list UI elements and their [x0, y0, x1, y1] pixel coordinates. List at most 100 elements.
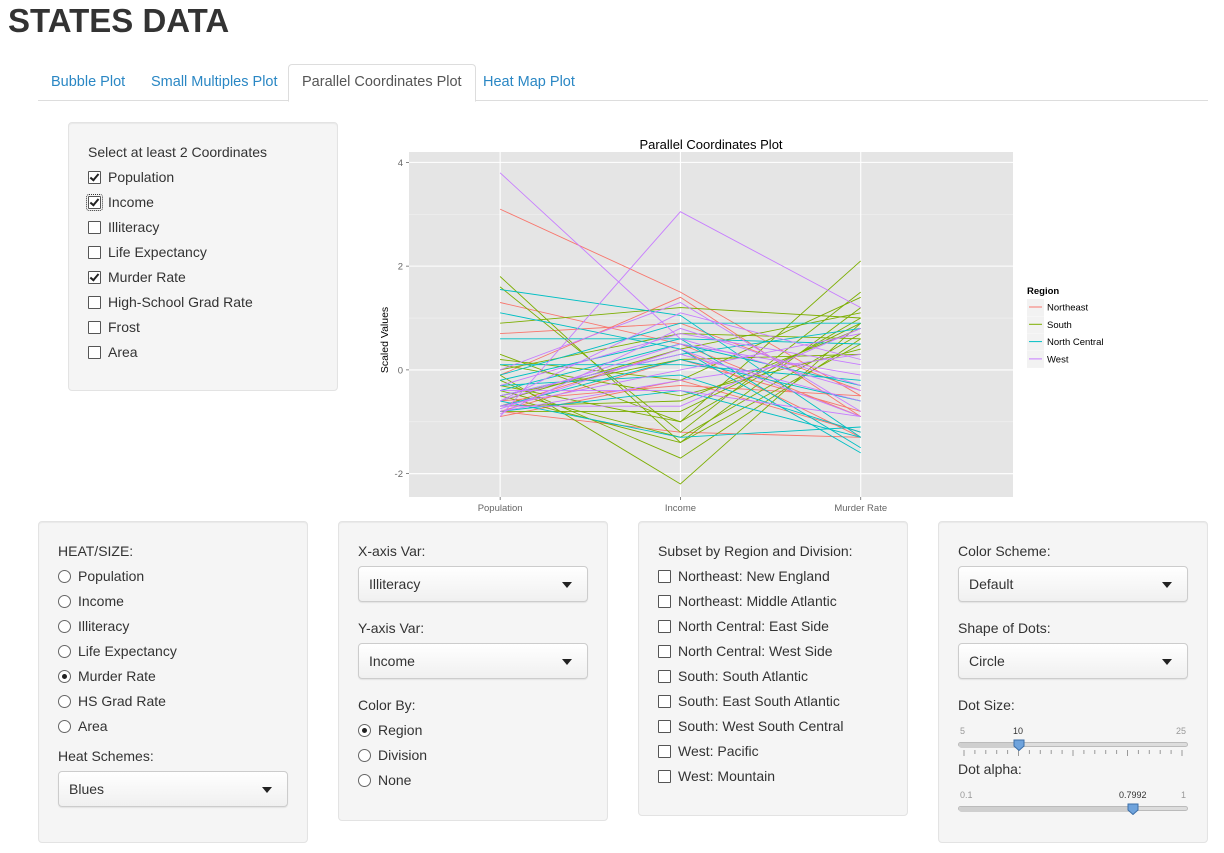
chart-title: Parallel Coordinates Plot: [639, 137, 782, 152]
subset-checkbox-north-central-east-side[interactable]: North Central: East Side: [658, 616, 829, 636]
color-by-radio-division[interactable]: Division: [358, 745, 427, 765]
subset-checkbox-south-west-south-central[interactable]: South: West South Central: [658, 716, 844, 736]
checkbox-icon[interactable]: [88, 345, 101, 359]
coordinate-checkbox-high-school-grad-rate[interactable]: High-School Grad Rate: [88, 292, 253, 312]
dot-alpha-max: 1: [1180, 790, 1186, 800]
checkbox-icon[interactable]: [658, 569, 671, 583]
dot-alpha-value: 0.7992: [1119, 790, 1147, 800]
checkmark-icon: [89, 170, 100, 182]
dot-size-track[interactable]: [958, 742, 1188, 747]
color-by-radio-region[interactable]: Region: [358, 720, 422, 740]
subset-checkbox-west-mountain[interactable]: West: Mountain: [658, 766, 775, 786]
checkbox-checked-icon[interactable]: [86, 193, 103, 211]
checkbox-icon[interactable]: [658, 594, 671, 608]
heat-radio-income[interactable]: Income: [58, 591, 124, 611]
radio-icon[interactable]: [58, 719, 71, 733]
radio-icon[interactable]: [58, 594, 71, 608]
shape-of-dots-select[interactable]: Circle: [958, 643, 1188, 679]
dot-size-slider[interactable]: 5 25 10: [958, 722, 1188, 762]
axis-panel: X-axis Var: Illiteracy Y-axis Var: Incom…: [338, 521, 608, 821]
coordinate-checkbox-life-expectancy[interactable]: Life Expectancy: [88, 242, 207, 262]
color-scheme-label: Color Scheme:: [958, 543, 1051, 559]
heat-radio-murder-rate[interactable]: Murder Rate: [58, 666, 156, 686]
tab-small-multiples-plot[interactable]: Small Multiples Plot: [151, 74, 278, 90]
heat-radio-area[interactable]: Area: [58, 716, 108, 736]
checkbox-icon[interactable]: [658, 694, 671, 708]
checkbox-icon[interactable]: [88, 295, 101, 309]
radio-icon[interactable]: [358, 748, 371, 762]
heat-radio-hs-grad-rate[interactable]: HS Grad Rate: [58, 691, 166, 711]
heat-radio-label: HS Grad Rate: [78, 693, 166, 709]
chevron-down-icon: [562, 582, 572, 588]
coordinate-checkbox-population[interactable]: Population: [88, 167, 174, 187]
checkmark-icon: [89, 195, 100, 207]
heat-radio-illiteracy[interactable]: Illiteracy: [58, 616, 129, 636]
radio-dot-icon: [62, 673, 67, 679]
checkbox-icon[interactable]: [88, 245, 101, 259]
series-line-west: [500, 333, 861, 407]
checkbox-icon[interactable]: [658, 669, 671, 683]
dot-alpha-slider[interactable]: 0.1 1 0.7992: [958, 786, 1188, 822]
coordinate-checkbox-area[interactable]: Area: [88, 342, 138, 362]
checkbox-checked-icon[interactable]: [88, 270, 101, 284]
radio-icon[interactable]: [58, 619, 71, 633]
checkbox-checked-icon[interactable]: [88, 170, 101, 184]
radio-icon[interactable]: [58, 644, 71, 658]
color-by-radio-label: Region: [378, 722, 423, 738]
coordinate-checkbox-label: Frost: [108, 319, 140, 335]
heat-size-panel: HEAT/SIZE: Population Income Illiteracy Lif…: [38, 521, 308, 843]
heat-schemes-value: Blues: [69, 781, 105, 797]
legend-title: Region: [1027, 286, 1059, 297]
radio-icon[interactable]: [58, 694, 71, 708]
coordinate-checkbox-frost[interactable]: Frost: [88, 317, 140, 337]
radio-icon[interactable]: [58, 569, 71, 583]
y-tick-label: 0: [398, 365, 403, 376]
subset-checkbox-south-east-south-atlantic[interactable]: South: East South Atlantic: [658, 691, 840, 711]
subset-checkbox-northeast-middle-atlantic[interactable]: Northeast: Middle Atlantic: [658, 591, 837, 611]
coordinate-checkbox-label: Income: [108, 194, 154, 210]
subset-checkbox-west-pacific[interactable]: West: Pacific: [658, 741, 759, 761]
color-by-radio-none[interactable]: None: [358, 770, 411, 790]
coordinates-label: Select at least 2 Coordinates: [88, 144, 267, 160]
coordinate-checkbox-income[interactable]: Income: [86, 192, 154, 212]
checkbox-icon[interactable]: [658, 744, 671, 758]
coordinate-checkbox-illiteracy[interactable]: Illiteracy: [88, 217, 159, 237]
checkbox-icon[interactable]: [658, 644, 671, 658]
dot-size-handle[interactable]: [1013, 739, 1025, 751]
radio-selected-icon[interactable]: [358, 723, 371, 737]
y-axis-var-select[interactable]: Income: [358, 643, 588, 679]
x-axis-var-select[interactable]: Illiteracy: [358, 566, 588, 602]
coordinate-checkbox-murder-rate[interactable]: Murder Rate: [88, 267, 186, 287]
coordinate-checkbox-label: Area: [108, 344, 138, 360]
heat-radio-label: Population: [78, 568, 145, 584]
checkbox-icon[interactable]: [658, 719, 671, 733]
series-line-west: [499, 343, 861, 402]
legend-label-west: West: [1047, 354, 1069, 365]
heat-schemes-select[interactable]: Blues: [58, 771, 288, 807]
subset-checkbox-north-central-west-side[interactable]: North Central: West Side: [658, 641, 833, 661]
heat-radio-life-expectancy[interactable]: Life Expectancy: [58, 641, 177, 661]
legend-label-north-central: North Central: [1047, 337, 1104, 348]
checkbox-icon[interactable]: [658, 769, 671, 783]
color-by-radio-label: None: [378, 772, 412, 788]
radio-icon[interactable]: [358, 773, 371, 787]
dot-alpha-handle[interactable]: [1127, 803, 1139, 815]
heat-radio-population[interactable]: Population: [58, 566, 144, 586]
tab-bubble-plot[interactable]: Bubble Plot: [51, 74, 126, 90]
subset-checkbox-south-south-atlantic[interactable]: South: South Atlantic: [658, 666, 808, 686]
coordinate-checkbox-label: Murder Rate: [108, 269, 186, 285]
tab-parallel-coordinates-plot[interactable]: Parallel Coordinates Plot: [288, 64, 476, 102]
tab-heat-map-plot[interactable]: Heat Map Plot: [483, 74, 575, 90]
y-axis-var-label: Y-axis Var:: [358, 620, 425, 636]
checkbox-icon[interactable]: [658, 619, 671, 633]
radio-selected-icon[interactable]: [58, 669, 71, 683]
chevron-down-icon: [1162, 659, 1172, 665]
subset-checkbox-northeast-new-england[interactable]: Northeast: New England: [658, 566, 830, 586]
checkmark-icon: [89, 270, 100, 282]
checkbox-icon[interactable]: [88, 320, 101, 334]
dot-size-value: 10: [1013, 726, 1024, 736]
parallel-coordinates-plot: Parallel Coordinates Plot -2 0 2 4 Populati…: [379, 137, 1104, 514]
checkbox-icon[interactable]: [88, 220, 101, 234]
color-scheme-select[interactable]: Default: [958, 566, 1188, 602]
legend-label-northeast: Northeast: [1047, 303, 1089, 314]
